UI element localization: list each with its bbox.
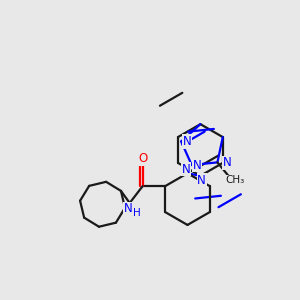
Text: N: N bbox=[223, 156, 232, 170]
Text: H: H bbox=[133, 208, 140, 218]
Text: N: N bbox=[182, 163, 190, 176]
Text: N: N bbox=[197, 174, 206, 187]
Text: CH₃: CH₃ bbox=[226, 176, 245, 185]
Text: O: O bbox=[138, 152, 147, 165]
Text: N: N bbox=[193, 159, 202, 172]
Text: N: N bbox=[182, 135, 191, 148]
Text: N: N bbox=[124, 202, 133, 215]
